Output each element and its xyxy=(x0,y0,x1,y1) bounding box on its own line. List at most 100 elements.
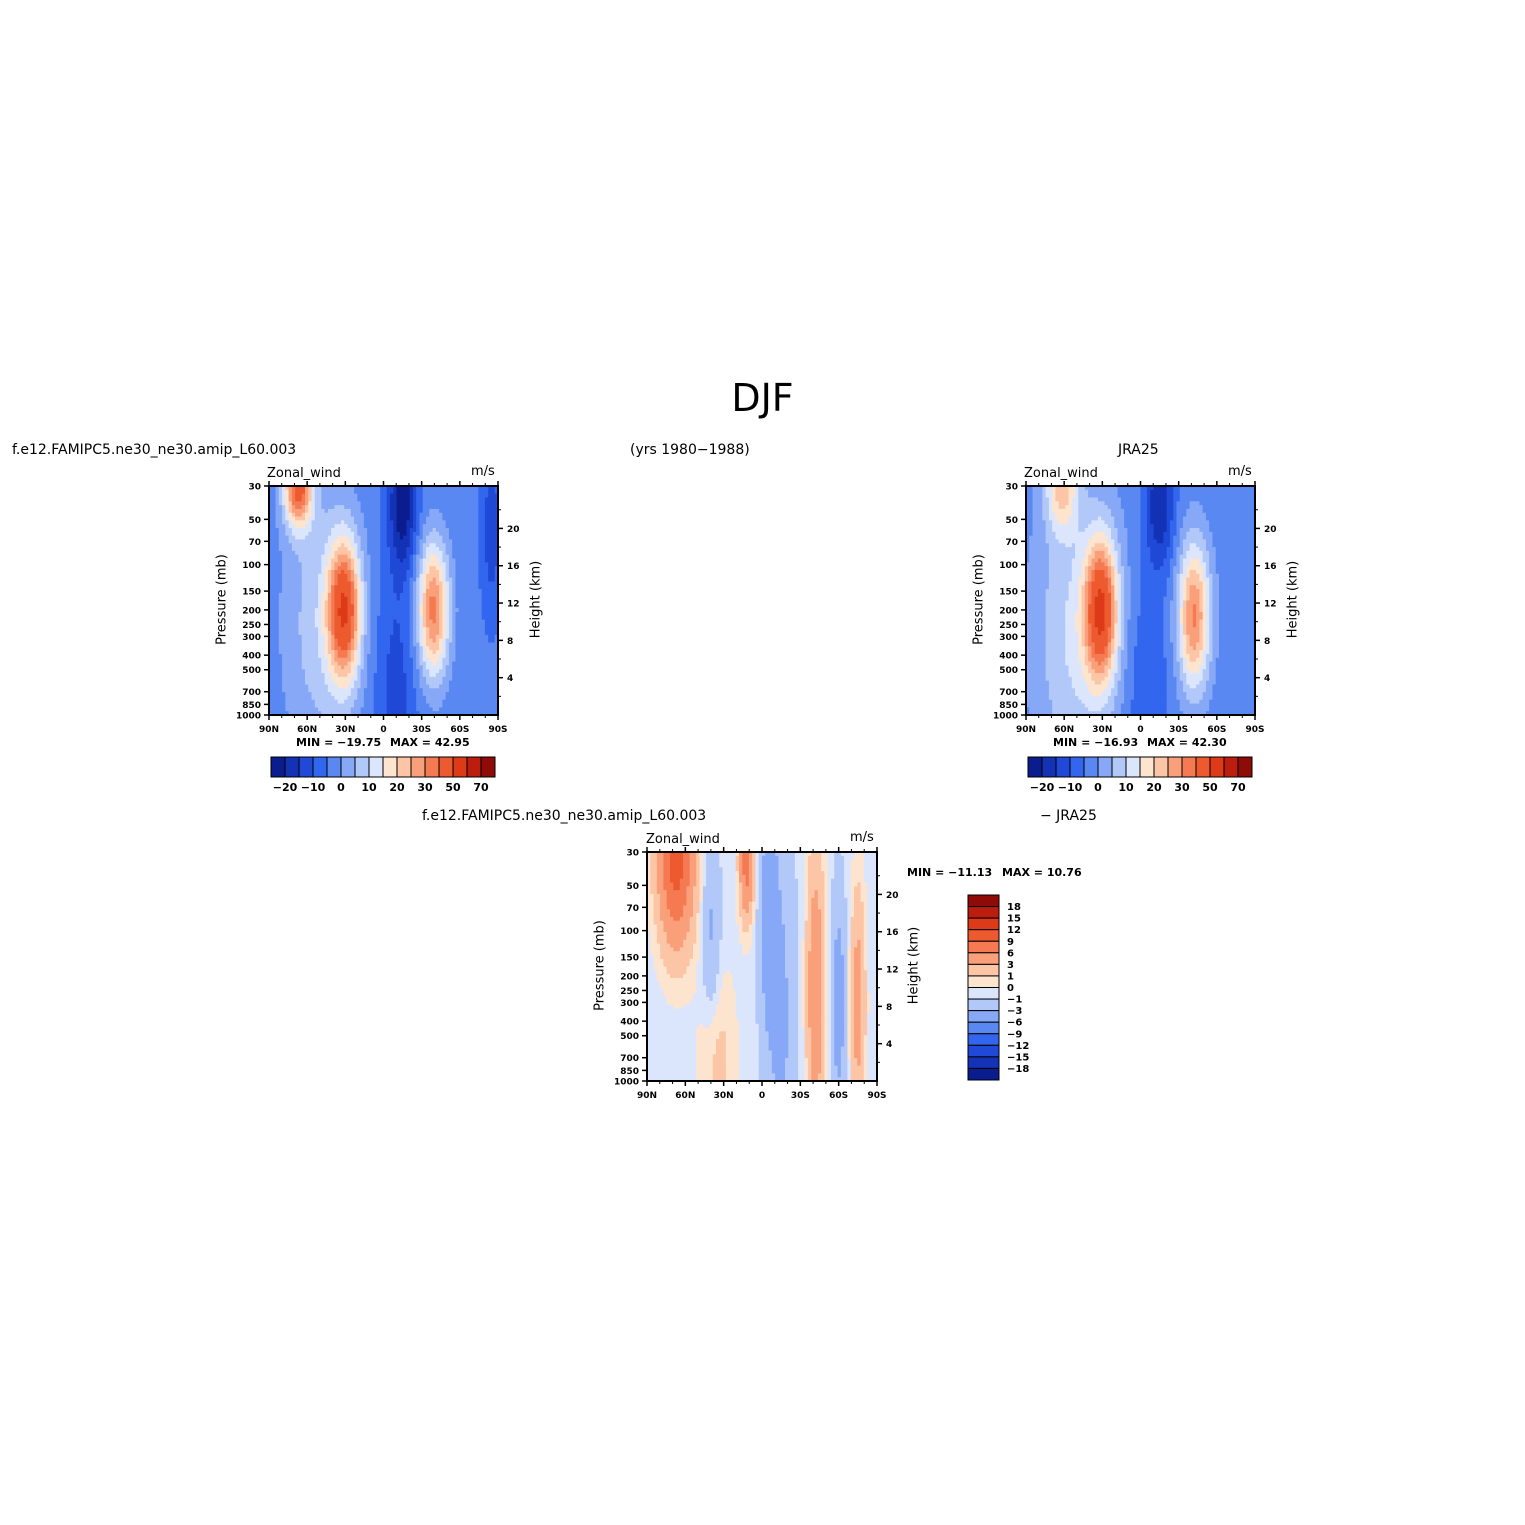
model-field-cell xyxy=(393,661,398,666)
model-field-cell xyxy=(458,619,463,624)
obs-field-cell xyxy=(1026,669,1030,674)
model-field-cell xyxy=(416,516,421,521)
model-field-cell xyxy=(337,692,342,697)
model-field-cell xyxy=(475,703,479,708)
model-field-cell xyxy=(412,505,417,510)
model-field-cell xyxy=(465,493,470,499)
model-field-cell xyxy=(334,707,339,712)
model-field-cell xyxy=(383,566,388,571)
model-field-cell xyxy=(435,692,440,697)
model-field-cell xyxy=(321,493,326,499)
obs-field-cell xyxy=(1052,497,1057,502)
model-field-cell xyxy=(448,657,453,663)
model-field-cell xyxy=(439,608,443,613)
obs-field-cell xyxy=(1039,692,1043,697)
model-field-cell xyxy=(272,669,277,674)
model-field-cell xyxy=(321,711,326,716)
model-field-cell xyxy=(383,642,388,647)
obs-field-cell xyxy=(1026,615,1030,621)
model-ytick-right-label: 16 xyxy=(507,562,520,572)
model-field-cell xyxy=(331,680,336,686)
model-field-cell xyxy=(429,703,434,708)
model-field-cell xyxy=(435,703,440,708)
model-field-cell xyxy=(426,604,430,609)
model-field-cell xyxy=(337,673,342,678)
model-field-cell xyxy=(269,695,273,701)
model-field-cell xyxy=(393,585,398,590)
model-left-title: Zonal_wind xyxy=(267,466,341,481)
model-field-cell xyxy=(354,524,358,529)
model-field-cell xyxy=(471,634,476,640)
obs-field-cell xyxy=(1032,604,1037,609)
model-field-cell xyxy=(383,684,388,689)
model-field-cell xyxy=(357,493,362,499)
model-field-cell xyxy=(275,623,280,628)
model-field-cell xyxy=(291,631,296,636)
model-field-cell xyxy=(324,486,329,491)
model-field-cell xyxy=(278,497,283,502)
model-field-cell xyxy=(488,634,493,640)
model-field-cell xyxy=(494,711,499,716)
model-field-cell xyxy=(308,569,313,575)
model-field-cell xyxy=(465,650,470,655)
model-field-cell xyxy=(468,642,473,647)
model-field-cell xyxy=(419,692,424,697)
obs-field-cell xyxy=(1029,634,1034,640)
model-field-cell xyxy=(304,585,309,590)
model-field-cell xyxy=(360,646,365,651)
model-field-cell xyxy=(331,623,336,628)
model-field-cell xyxy=(455,550,460,556)
model-field-cell xyxy=(416,692,421,697)
model-field-cell xyxy=(324,699,329,705)
model-field-cell xyxy=(295,642,300,647)
model-field-cell xyxy=(399,573,404,579)
obs-field-cell xyxy=(1045,524,1050,529)
model-field-cell xyxy=(481,688,486,693)
model-field-cell xyxy=(488,646,493,651)
obs-field-cell xyxy=(1042,627,1047,632)
obs-field-cell xyxy=(1042,581,1047,586)
obs-field-cell xyxy=(1026,688,1030,693)
model-field-cell xyxy=(386,653,391,659)
model-field-cell xyxy=(334,562,339,567)
obs-field-cell xyxy=(1058,524,1063,529)
model-field-cell xyxy=(318,676,322,682)
model-field-cell xyxy=(484,550,489,556)
obs-field-cell xyxy=(1029,650,1034,655)
model-field-cell xyxy=(301,577,306,583)
obs-field-cell xyxy=(1026,611,1030,617)
model-field-cell xyxy=(373,547,378,552)
model-field-cell xyxy=(422,585,427,590)
model-field-cell xyxy=(314,673,319,678)
model-field-cell xyxy=(455,711,460,716)
model-field-cell xyxy=(475,524,479,529)
model-field-cell xyxy=(298,577,303,583)
model-field-cell xyxy=(439,596,443,602)
model-field-cell xyxy=(314,497,319,502)
model-field-cell xyxy=(380,608,385,613)
model-field-cell xyxy=(393,581,398,586)
obs-field-cell xyxy=(1052,619,1057,624)
model-field-cell xyxy=(363,611,368,617)
model-field-cell xyxy=(304,676,309,682)
model-field-cell xyxy=(412,665,417,670)
model-field-cell xyxy=(360,524,365,529)
model-field-cell xyxy=(462,589,466,594)
model-field-cell xyxy=(448,680,453,686)
obs-field-cell xyxy=(1045,589,1050,594)
model-field-cell xyxy=(406,512,411,518)
model-field-cell xyxy=(275,650,280,655)
model-field-cell xyxy=(288,539,293,544)
model-field-cell xyxy=(304,501,309,506)
model-field-cell xyxy=(445,569,450,575)
model-field-cell xyxy=(327,596,332,602)
model-field-cell xyxy=(445,707,450,712)
model-field-cell xyxy=(465,669,470,674)
obs-field-cell xyxy=(1052,581,1057,586)
model-field-cell xyxy=(272,516,277,521)
model-colorbar-label: −20 xyxy=(273,781,298,794)
model-field-cell xyxy=(475,707,479,712)
model-field-cell xyxy=(419,634,424,640)
model-field-cell xyxy=(327,673,332,678)
model-field-cell xyxy=(426,569,430,575)
